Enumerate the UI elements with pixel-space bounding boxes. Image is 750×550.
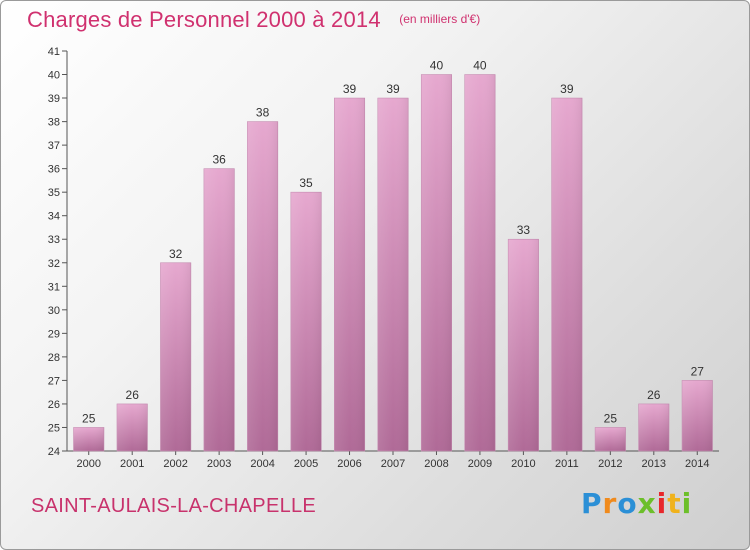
logo-letter: x [637, 487, 657, 520]
y-tick-label: 27 [48, 375, 60, 387]
y-tick-label: 28 [48, 352, 60, 364]
data-label: 25 [604, 411, 618, 425]
y-tick-label: 31 [48, 281, 60, 293]
bars [73, 74, 713, 452]
x-tick-label: 2002 [163, 458, 187, 470]
x-tick-label: 2014 [685, 458, 709, 470]
x-tick-label: 2009 [468, 458, 492, 470]
data-label: 39 [343, 82, 357, 96]
proxiti-logo: Proxiti [581, 487, 692, 520]
logo-letter: i [656, 487, 668, 520]
bar-shading [551, 98, 583, 451]
bar-shading [203, 168, 235, 451]
data-label: 26 [126, 388, 140, 402]
x-tick-label: 2006 [337, 458, 361, 470]
y-tick-label: 36 [48, 164, 60, 176]
x-tick-label: 2001 [120, 458, 144, 470]
bar-shading [73, 427, 104, 451]
logo-letter: r [602, 487, 618, 520]
data-label: 33 [517, 223, 531, 237]
y-tick-label: 33 [48, 234, 60, 246]
bar-shading [377, 98, 409, 451]
y-tick-label: 34 [48, 211, 60, 223]
y-tick-label: 40 [48, 70, 60, 82]
x-tick-label: 2003 [207, 458, 231, 470]
logo-letter: P [581, 487, 603, 520]
y-tick-label: 37 [48, 140, 60, 152]
x-tick-label: 2008 [424, 458, 448, 470]
title-row: Charges de Personnel 2000 à 2014 (en mil… [27, 7, 480, 33]
bar-shading [638, 403, 670, 451]
bar-shading [595, 427, 626, 451]
data-label: 38 [256, 106, 270, 120]
data-label: 26 [647, 388, 661, 402]
x-tick-label: 2004 [250, 458, 274, 470]
data-label: 39 [386, 82, 400, 96]
data-label: 25 [82, 411, 96, 425]
data-label: 27 [691, 364, 705, 378]
bar-shading [290, 192, 322, 452]
y-tick-label: 41 [48, 46, 60, 58]
bar-shading [116, 403, 148, 451]
x-tick-label: 2005 [294, 458, 318, 470]
data-label: 40 [430, 59, 444, 73]
y-tick-label: 24 [48, 446, 60, 458]
bar-shading [247, 121, 278, 452]
x-tick-label: 2000 [76, 458, 100, 470]
data-label: 36 [212, 153, 226, 167]
data-label: 40 [473, 59, 487, 73]
x-tick-label: 2011 [555, 458, 579, 470]
x-tick-label: 2010 [511, 458, 535, 470]
y-axis: 24 25 26 27 28 29 30 31 32 33 34 35 36 37 38 39 40 41 [48, 46, 68, 458]
y-tick-label: 32 [48, 258, 60, 270]
x-tick-label: 2012 [598, 458, 622, 470]
y-tick-label: 29 [48, 328, 60, 340]
data-labels: 25 26 32 36 38 35 39 39 40 40 33 39 25 26 27 [82, 59, 704, 426]
logo-letter: i [681, 487, 693, 520]
logo-letter: o [617, 487, 638, 520]
bar-shading [160, 262, 191, 451]
y-tick-label: 35 [48, 187, 60, 199]
commune-name: SAINT-AULAIS-LA-CHAPELLE [31, 495, 317, 517]
chart-unit-note: (en milliers d'€) [399, 12, 481, 26]
y-tick-label: 39 [48, 93, 60, 105]
y-tick-label: 26 [48, 399, 60, 411]
x-axis: 2000 2001 2002 2003 2004 2005 2006 2007 2008 2009… [67, 450, 719, 470]
bar-shading [508, 239, 539, 451]
chart-title: Charges de Personnel 2000 à 2014 [27, 7, 381, 32]
y-tick-label: 30 [48, 305, 60, 317]
data-label: 39 [560, 82, 574, 96]
logo-letter: t [667, 487, 682, 520]
x-tick-label: 2007 [381, 458, 405, 470]
data-label: 35 [299, 176, 313, 190]
x-tick-label: 2013 [642, 458, 666, 470]
y-tick-label: 25 [48, 422, 60, 434]
bar-shading [421, 74, 452, 451]
bar-shading [464, 74, 496, 451]
bar-shading [682, 380, 713, 451]
y-tick-label: 38 [48, 117, 60, 129]
data-label: 32 [169, 247, 183, 261]
bar-shading [334, 98, 365, 451]
